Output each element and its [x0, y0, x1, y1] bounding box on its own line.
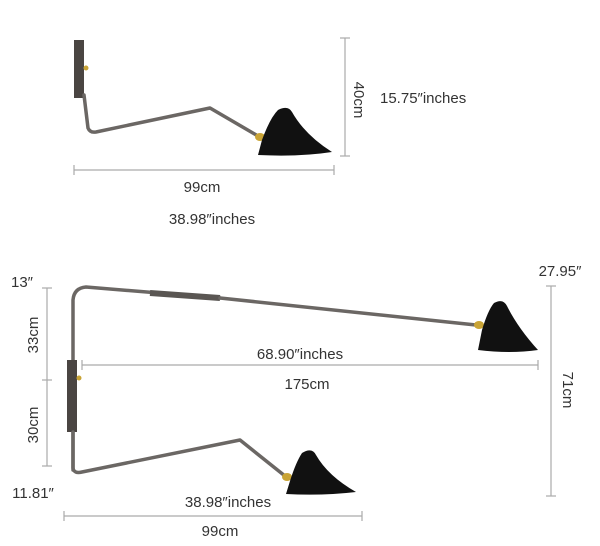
lamp-shade: [286, 450, 356, 495]
lamp-shade: [258, 107, 332, 156]
dimension-label: 15.75″inches: [380, 90, 466, 107]
dimension-label: 71cm: [559, 372, 576, 409]
wall-plate: [74, 40, 84, 98]
lamp-arm: [82, 93, 260, 138]
dimension-label: 30cm: [25, 407, 42, 444]
dimension-label: 27.95″: [539, 263, 583, 280]
lamp-shade: [478, 301, 538, 352]
dimension-label: 38.98″inches: [185, 494, 271, 511]
dimension-label: 68.90″inches: [257, 346, 343, 363]
dimension-label: 13″: [11, 274, 34, 291]
dimension-label: 99cm: [184, 179, 221, 196]
dimension-label: 40cm: [350, 82, 367, 119]
dimension-label: 33cm: [25, 317, 42, 354]
dimension-label: 175cm: [284, 376, 329, 393]
arm-sleeve: [149, 290, 221, 301]
dimension-label: 99cm: [202, 523, 239, 540]
joint: [76, 375, 82, 381]
lamp-arm: [71, 430, 287, 478]
joint: [474, 321, 484, 329]
lamp-arm: [218, 296, 478, 327]
dimension-label: 38.98″inches: [169, 211, 255, 228]
lamp-arm: [71, 285, 222, 472]
wall-plate: [67, 360, 77, 432]
joint: [282, 473, 292, 481]
joint: [83, 65, 89, 71]
dimension-label: 11.81″: [12, 485, 54, 502]
